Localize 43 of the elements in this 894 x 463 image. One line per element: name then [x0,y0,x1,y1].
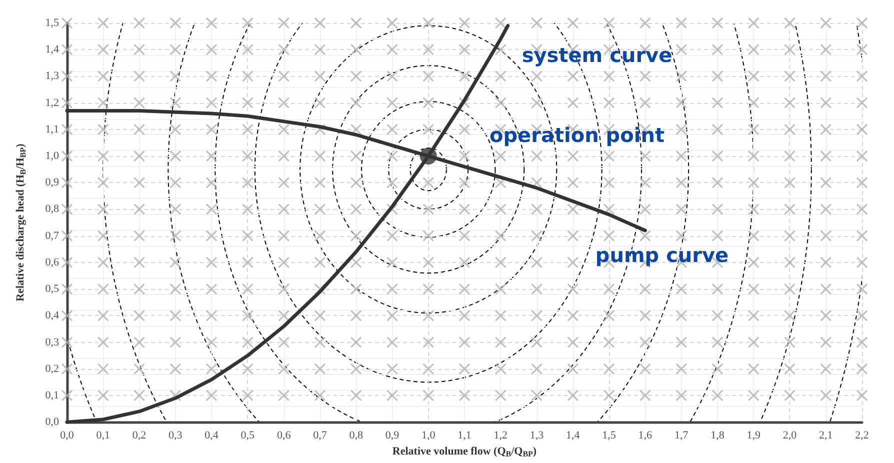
y-tick-label: 0,7 [45,230,60,242]
x-tick-label: 1,2 [494,430,508,442]
y-tick-label: 0,5 [45,283,60,296]
y-tick-label: 1,5 [45,17,60,29]
annotation: pump curve [595,243,729,267]
x-tick-label: 0,3 [168,430,183,442]
x-tick-label: 0,2 [132,430,146,442]
annotation: operation point [489,123,665,147]
y-tick-label: 0,6 [45,256,60,268]
y-axis-title: Relative discharge head (HB/HBP) [14,143,28,302]
y-tick-label: 1,3 [45,70,60,82]
x-tick-label: 0,5 [240,430,256,442]
y-tick-label: 0,8 [45,203,60,216]
x-tick-label: 1,1 [458,430,472,442]
y-tick-label: 0,3 [45,336,60,348]
y-tick-label: 0,4 [45,310,60,322]
y-tick-label: 0,9 [45,176,60,189]
x-tick-label: 2,2 [855,430,869,442]
x-tick-label: 0,9 [385,430,400,442]
x-tick-label: 1,9 [746,430,761,442]
x-tick-label: 1,8 [710,430,725,442]
x-tick-label: 1,3 [530,430,544,442]
x-tick-label: 0,8 [349,430,364,442]
y-tick-label: 1,0 [45,150,60,162]
y-tick-label: 1,4 [45,44,60,56]
x-tick-label: 0,4 [204,430,219,442]
y-tick-label: 1,1 [45,123,59,136]
x-tick-label: 0,6 [276,430,292,442]
x-tick-label: 1,5 [602,430,616,442]
y-tick-label: 0,2 [45,362,59,375]
x-tick-label: 1,7 [674,430,689,442]
y-tick-label: 1,2 [45,96,59,109]
x-tick-label: 0,7 [313,430,328,442]
y-tick-label: 0,0 [45,416,60,428]
x-tick-label: 2,0 [782,430,798,442]
x-tick-label: 1,0 [421,430,436,442]
x-tick-label: 0,1 [96,430,110,442]
y-tick-label: 0,1 [45,389,59,402]
x-tick-label: 1,4 [566,430,580,442]
x-tick-label: 0,0 [60,430,74,442]
annotation: system curve [522,43,672,67]
x-tick-label: 1,6 [638,430,653,442]
x-tick-label: 2,1 [818,430,833,442]
